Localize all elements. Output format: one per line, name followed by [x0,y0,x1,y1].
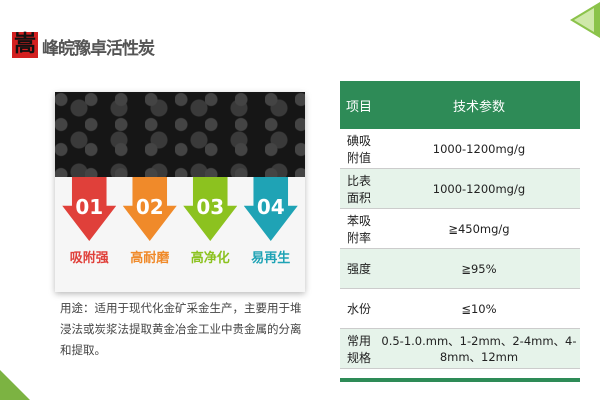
table-row: 苯吸附率 ≧450mg/g [340,208,580,249]
brand-logo: 嵩 [12,32,38,58]
table-row: 强度 ≧95% [340,248,580,289]
corner-decoration-bottom [0,370,30,400]
arrow-down-icon: 01 [62,177,117,241]
brand-title: 峰皖豫卓活性炭 [42,39,155,59]
table-row: 比表面积 1000-1200mg/g [340,168,580,209]
param-name: 水份 [340,288,378,329]
header-item: 项目 [340,81,378,129]
param-value: 0.5-1.0.mm、1-2mm、2-4mm、4-8mm、12mm [377,328,580,369]
param-value: ≧450mg/g [377,208,580,249]
header-param: 技术参数 [377,81,580,129]
table-bottom-bar [340,378,580,382]
feature-label: 高净化 [190,251,230,266]
feature-03: 03 高净化 [183,177,238,266]
param-value: 1000-1200mg/g [377,129,580,169]
param-value: 1000-1200mg/g [377,168,580,209]
param-name: 苯吸附率 [340,208,378,249]
corner-decoration-inner [574,8,594,32]
feature-label: 吸附强 [69,251,109,266]
table-row: 常用规格 0.5-1.0.mm、1-2mm、2-4mm、4-8mm、12mm [340,328,580,369]
arrow-down-icon: 02 [122,177,177,241]
param-name: 强度 [340,248,378,289]
param-name: 比表面积 [340,168,378,209]
product-image: 01 吸附强 02 高耐磨 03 高净化 04 易再生 [55,92,305,292]
feature-01: 01 吸附强 [62,177,117,266]
arrow-down-icon: 04 [243,177,298,241]
feature-02: 02 高耐磨 [122,177,177,266]
param-name: 常用规格 [340,328,378,369]
activated-carbon-photo [55,92,305,177]
table-row: 碘吸附值 1000-1200mg/g [340,129,580,169]
arrow-down-icon: 03 [183,177,238,241]
feature-label: 易再生 [251,251,291,266]
usage-text: 用途：适用于现代化金矿采金生产，主要用于堆浸法或炭浆法提取黄金冶金工业中贵金属的… [60,301,302,357]
feature-04: 04 易再生 [243,177,298,266]
feature-label: 高耐磨 [130,251,170,266]
param-value: ≦10% [377,288,580,329]
spec-table: 项目 技术参数 碘吸附值 1000-1200mg/g 比表面积 1000-1200mg… [340,81,580,369]
param-name: 碘吸附值 [340,129,378,169]
param-value: ≧95% [377,248,580,289]
table-row: 水份 ≦10% [340,288,580,329]
